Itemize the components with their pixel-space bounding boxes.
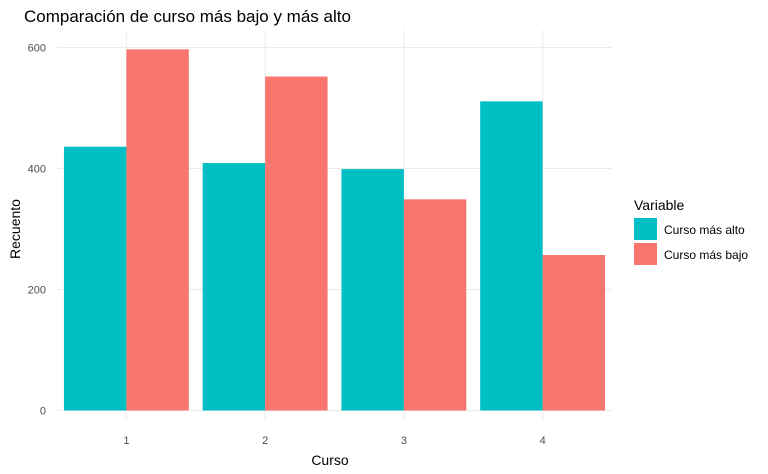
bar-curso-más-alto-curso-4: [480, 101, 543, 411]
bars: [63, 49, 606, 411]
legend-label-curso-mas-bajo: Curso más bajo: [664, 248, 748, 262]
chart-title: Comparación de curso más bajo y más alto: [24, 7, 351, 26]
legend-key-curso-mas-alto: [634, 218, 657, 240]
bar-curso-más-alto-curso-1: [63, 146, 127, 411]
x-tick-label: 1: [123, 435, 129, 447]
bar-curso-más-alto-curso-3: [341, 169, 404, 411]
y-tick-labels: 0 200 400 600: [28, 43, 46, 418]
bar-curso-más-bajo-curso-2: [265, 76, 328, 411]
legend-title: Variable: [634, 197, 685, 213]
x-tick-labels: 1 2 3 4: [123, 435, 545, 447]
y-tick-label: 400: [28, 164, 46, 176]
legend: Variable Curso más alto Curso más bajo: [634, 197, 748, 265]
x-axis-title: Curso: [311, 452, 349, 468]
legend-key-curso-mas-bajo: [634, 243, 657, 265]
y-axis-title: Recuento: [7, 199, 23, 259]
y-tick-label: 0: [40, 406, 46, 418]
y-tick-label: 200: [28, 285, 46, 297]
y-tick-label: 600: [28, 43, 46, 55]
bar-curso-más-bajo-curso-1: [126, 49, 189, 411]
x-tick-label: 4: [540, 435, 546, 447]
x-tick-label: 2: [262, 435, 268, 447]
bar-curso-más-bajo-curso-3: [403, 199, 467, 411]
x-tick-label: 3: [401, 435, 407, 447]
bar-curso-más-bajo-curso-4: [542, 255, 606, 411]
legend-label-curso-mas-alto: Curso más alto: [664, 223, 745, 237]
bar-curso-más-alto-curso-2: [202, 163, 266, 411]
